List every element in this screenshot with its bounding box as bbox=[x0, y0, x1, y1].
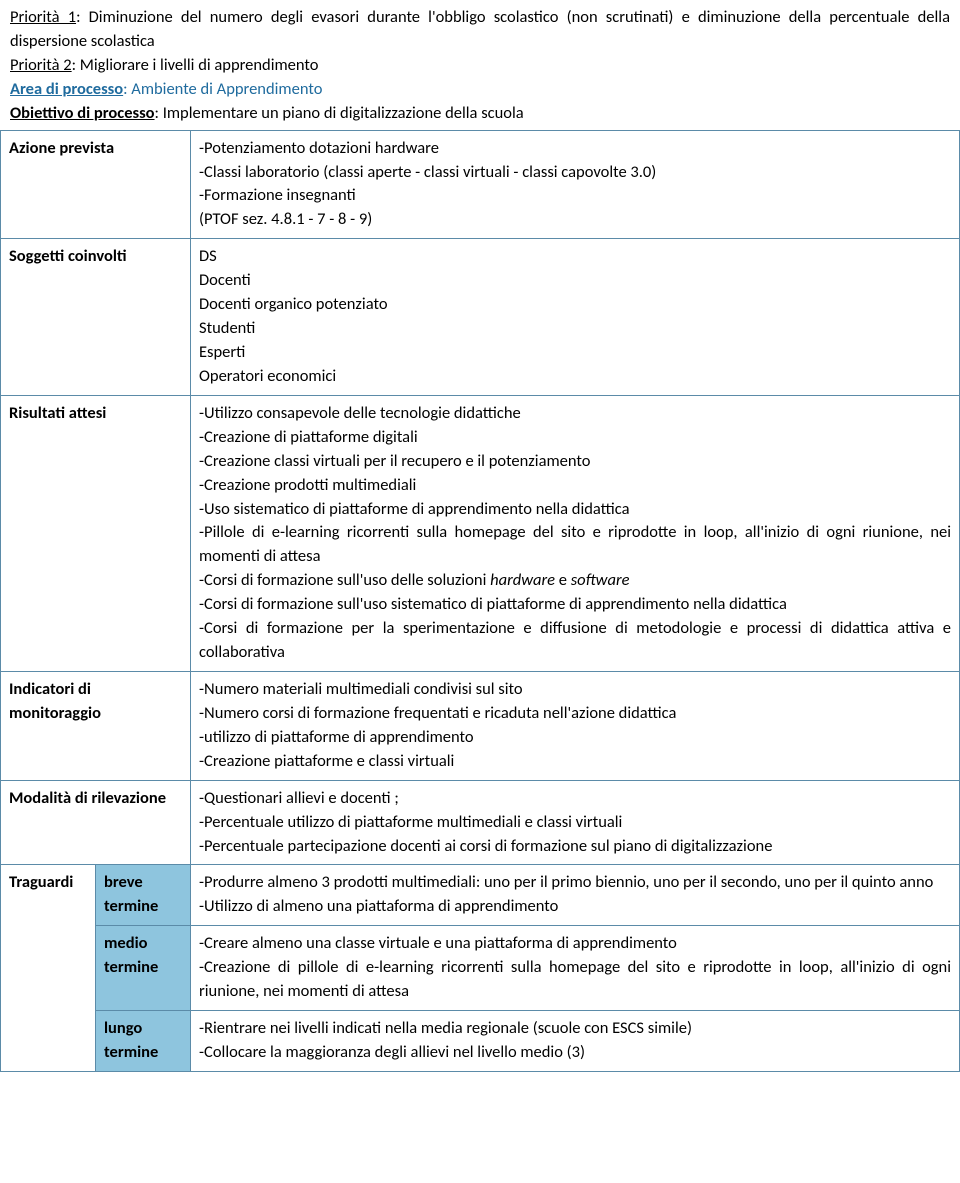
priority-1-label: Priorità 1 bbox=[10, 7, 76, 27]
label-indicatori: Indicatori di monitoraggio bbox=[1, 671, 191, 780]
azione-l2: -Classi laboratorio (classi aperte - cla… bbox=[199, 161, 951, 185]
indicatori-l3: -utilizzo di piattaforme di apprendiment… bbox=[199, 726, 951, 750]
modalita-l2: -Percentuale utilizzo di piattaforme mul… bbox=[199, 811, 951, 835]
label-medio: medio termine bbox=[96, 926, 191, 1011]
content-indicatori: -Numero materiali multimediali condivisi… bbox=[191, 671, 960, 780]
label-breve: breve termine bbox=[96, 865, 191, 926]
label-lungo: lungo termine bbox=[96, 1011, 191, 1072]
modalita-l3: -Percentuale partecipazione docenti ai c… bbox=[199, 835, 951, 859]
priority-2: Priorità 2: Migliorare i livelli di appr… bbox=[10, 54, 950, 78]
priority-2-text: : Migliorare i livelli di apprendimento bbox=[72, 55, 319, 75]
content-soggetti: DS Docenti Docenti organico potenziato S… bbox=[191, 239, 960, 396]
content-lungo: -Rientrare nei livelli indicati nella me… bbox=[191, 1011, 960, 1072]
risultati-l7b: hardware bbox=[490, 570, 555, 590]
priority-1-text: : Diminuzione del numero degli evasori d… bbox=[10, 7, 950, 51]
risultati-l7: -Corsi di formazione sull'uso delle solu… bbox=[199, 569, 951, 593]
row-indicatori: Indicatori di monitoraggio -Numero mater… bbox=[1, 671, 960, 780]
objective-value: : Implementare un piano di digitalizzazi… bbox=[155, 103, 524, 123]
row-modalita: Modalità di rilevazione -Questionari all… bbox=[1, 780, 960, 865]
objective-label: Obiettivo di processo bbox=[10, 103, 155, 123]
risultati-l4: -Creazione prodotti multimediali bbox=[199, 474, 951, 498]
area-label: Area di processo bbox=[10, 79, 123, 99]
content-risultati: -Utilizzo consapevole delle tecnologie d… bbox=[191, 395, 960, 671]
medio-l1: -Creare almeno una classe virtuale e una… bbox=[199, 932, 951, 956]
indicatori-l4: -Creazione piattaforme e classi virtuali bbox=[199, 750, 951, 774]
soggetti-l3: Docenti organico potenziato bbox=[199, 293, 951, 317]
breve-l1: -Produrre almeno 3 prodotti multimediali… bbox=[199, 871, 951, 895]
label-soggetti: Soggetti coinvolti bbox=[1, 239, 191, 396]
document-page: Priorità 1: Diminuzione del numero degli… bbox=[0, 0, 960, 1072]
row-risultati: Risultati attesi -Utilizzo consapevole d… bbox=[1, 395, 960, 671]
row-breve: Traguardi breve termine -Produrre almeno… bbox=[1, 865, 960, 926]
priority-2-label: Priorità 2 bbox=[10, 55, 72, 75]
objective-row: Obiettivo di processo: Implementare un p… bbox=[10, 102, 950, 126]
risultati-l5: -Uso sistematico di piattaforme di appre… bbox=[199, 498, 951, 522]
modalita-l1: -Questionari allievi e docenti ; bbox=[199, 787, 951, 811]
soggetti-l1: DS bbox=[199, 245, 951, 269]
label-azione: Azione prevista bbox=[1, 130, 191, 239]
indicatori-l2: -Numero corsi di formazione frequentati … bbox=[199, 702, 951, 726]
header-block: Priorità 1: Diminuzione del numero degli… bbox=[0, 0, 960, 130]
azione-l4: (PTOF sez. 4.8.1 - 7 - 8 - 9) bbox=[199, 208, 951, 232]
priority-1: Priorità 1: Diminuzione del numero degli… bbox=[10, 6, 950, 54]
area-value: : Ambiente di Apprendimento bbox=[123, 79, 322, 99]
area-row: Area di processo: Ambiente di Apprendime… bbox=[10, 78, 950, 102]
soggetti-l5: Esperti bbox=[199, 341, 951, 365]
indicatori-l1: -Numero materiali multimediali condivisi… bbox=[199, 678, 951, 702]
risultati-l7a: -Corsi di formazione sull'uso delle solu… bbox=[199, 570, 490, 590]
azione-l1: -Potenziamento dotazioni hardware bbox=[199, 137, 951, 161]
medio-l2: -Creazione di pillole di e-learning rico… bbox=[199, 956, 951, 1004]
lungo-l2: -Collocare la maggioranza degli allievi … bbox=[199, 1041, 951, 1065]
risultati-l8: -Corsi di formazione sull'uso sistematic… bbox=[199, 593, 951, 617]
content-modalita: -Questionari allievi e docenti ; -Percen… bbox=[191, 780, 960, 865]
risultati-l9: -Corsi di formazione per la sperimentazi… bbox=[199, 617, 951, 665]
lungo-l1: -Rientrare nei livelli indicati nella me… bbox=[199, 1017, 951, 1041]
risultati-l2: -Creazione di piattaforme digitali bbox=[199, 426, 951, 450]
risultati-l7c: e bbox=[555, 570, 571, 590]
row-azione: Azione prevista -Potenziamento dotazioni… bbox=[1, 130, 960, 239]
row-soggetti: Soggetti coinvolti DS Docenti Docenti or… bbox=[1, 239, 960, 396]
breve-l2: -Utilizzo di almeno una piattaforma di a… bbox=[199, 895, 951, 919]
risultati-l3: -Creazione classi virtuali per il recupe… bbox=[199, 450, 951, 474]
risultati-l7d: software bbox=[571, 570, 630, 590]
label-traguardi: Traguardi bbox=[1, 865, 96, 1071]
content-azione: -Potenziamento dotazioni hardware -Class… bbox=[191, 130, 960, 239]
row-medio: medio termine -Creare almeno una classe … bbox=[1, 926, 960, 1011]
content-breve: -Produrre almeno 3 prodotti multimediali… bbox=[191, 865, 960, 926]
risultati-l6: -Pillole di e-learning ricorrenti sulla … bbox=[199, 521, 951, 569]
soggetti-l4: Studenti bbox=[199, 317, 951, 341]
azione-l3: -Formazione insegnanti bbox=[199, 184, 951, 208]
soggetti-l6: Operatori economici bbox=[199, 365, 951, 389]
risultati-l1: -Utilizzo consapevole delle tecnologie d… bbox=[199, 402, 951, 426]
soggetti-l2: Docenti bbox=[199, 269, 951, 293]
row-lungo: lungo termine -Rientrare nei livelli ind… bbox=[1, 1011, 960, 1072]
label-modalita: Modalità di rilevazione bbox=[1, 780, 191, 865]
label-risultati: Risultati attesi bbox=[1, 395, 191, 671]
main-table: Azione prevista -Potenziamento dotazioni… bbox=[0, 130, 960, 1072]
content-medio: -Creare almeno una classe virtuale e una… bbox=[191, 926, 960, 1011]
